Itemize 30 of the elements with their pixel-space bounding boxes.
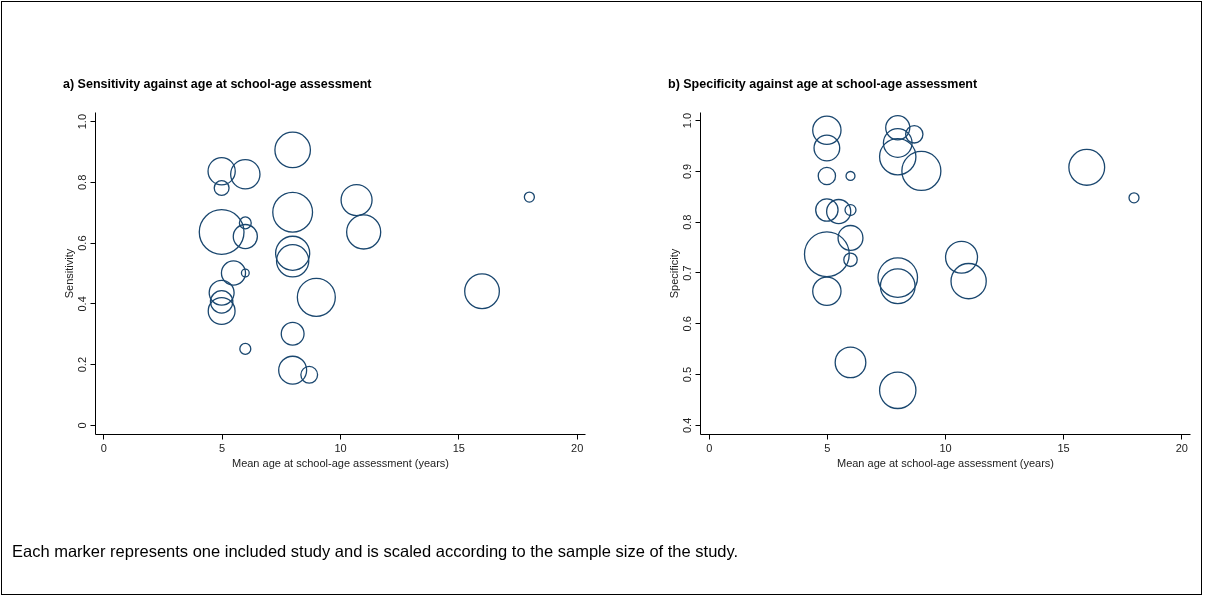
- x-axis-title: Mean age at school-age assessment (years): [836, 456, 1055, 469]
- y-tick-label: 0.7: [680, 265, 693, 281]
- y-axis-title: Sensitivity: [62, 248, 75, 299]
- y-tick-label: 1.0: [75, 113, 88, 130]
- y-tick-label: 0.8: [680, 214, 693, 230]
- x-tick-label: 0: [100, 441, 107, 454]
- text: Each marker represents one included study and is scaled according to the sample size of the study.: [12, 542, 739, 561]
- x-tick-label: 0: [706, 441, 713, 454]
- y-tick-label: 0.5: [680, 366, 693, 383]
- y-tick-label: 0: [75, 422, 88, 429]
- x-tick-label: 20: [571, 441, 584, 454]
- y-tick-label: 0.9: [680, 163, 693, 180]
- y-tick-label: 0.2: [75, 356, 88, 373]
- y-tick-label: 0.4: [75, 296, 88, 312]
- chart-title: b) Specificity against age at school-age assessment: [668, 76, 978, 91]
- x-tick-label: 10: [939, 441, 952, 454]
- y-tick-label: 0.6: [680, 316, 693, 332]
- x-tick-label: 15: [452, 441, 465, 454]
- y-tick-label: 0.4: [680, 417, 693, 434]
- x-tick-label: 10: [334, 441, 347, 454]
- chart-title: a) Sensitivity against age at school-age assessment: [63, 76, 373, 91]
- x-tick-label: 20: [1175, 441, 1188, 454]
- x-tick-label: 15: [1057, 441, 1070, 454]
- x-tick-label: 5: [219, 441, 226, 454]
- y-axis-title: Specificity: [667, 248, 680, 299]
- x-tick-label: 5: [824, 441, 831, 454]
- x-axis-title: Mean age at school-age assessment (years): [231, 456, 450, 469]
- y-tick-label: 0.8: [75, 174, 88, 191]
- y-tick-label: 0.6: [75, 235, 88, 251]
- y-tick-label: 1.0: [680, 112, 693, 129]
